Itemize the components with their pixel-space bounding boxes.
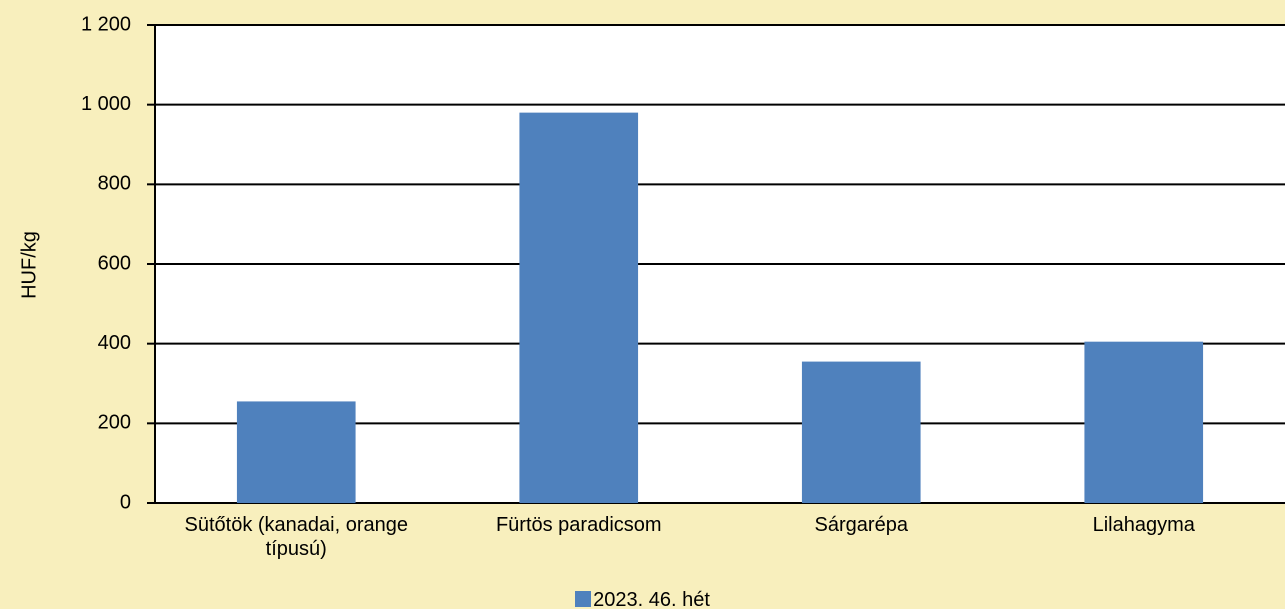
legend-label: 2023. 46. hét — [593, 589, 710, 609]
x-tick-label: Lilahagyma — [1092, 514, 1195, 536]
x-tick-label: Fürtös paradicsom — [495, 514, 662, 536]
y-tick-label: 800 — [98, 173, 131, 195]
bar — [519, 112, 639, 503]
y-tick-label: 1 200 — [81, 13, 131, 35]
x-tick-label: Sárgarépa — [814, 514, 908, 536]
bar — [801, 361, 921, 503]
bar — [1084, 341, 1204, 503]
y-tick-label: 600 — [98, 252, 131, 274]
legend-swatch — [575, 591, 592, 607]
y-tick-label: 1 000 — [81, 93, 131, 115]
bar — [236, 401, 356, 503]
y-tick-label: 0 — [120, 491, 131, 513]
x-tick-label: Sütőtök (kanadai, orange típusú) — [184, 514, 409, 560]
y-tick-label: 400 — [98, 332, 131, 354]
y-tick-label: 200 — [98, 412, 131, 434]
y-axis-title: HUF/kg — [18, 231, 40, 299]
legend: 2023. 46. hét — [0, 588, 1285, 609]
